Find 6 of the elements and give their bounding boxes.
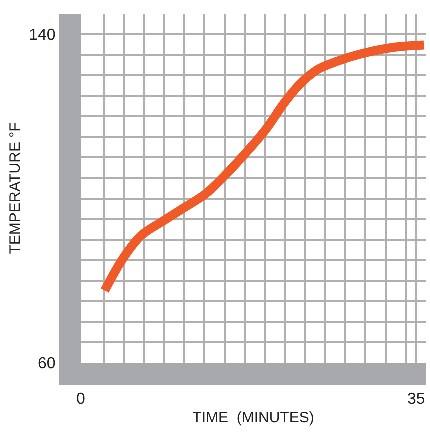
x-tick-label: 35 (408, 391, 426, 408)
y-tick-label: 140 (29, 27, 56, 44)
y-tick-label: 60 (38, 356, 56, 373)
y-axis-title: TEMPERATURE °F (6, 122, 24, 254)
x-tick-label: 0 (76, 391, 86, 408)
x-axis-title: TIME (MINUTES) (192, 410, 314, 427)
